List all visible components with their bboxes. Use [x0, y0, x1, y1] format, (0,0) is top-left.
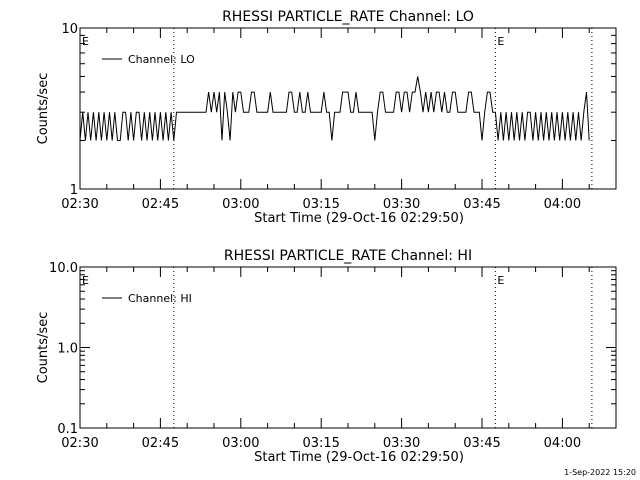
event-marker-label: E	[82, 35, 89, 48]
x-tick-label: 03:00	[222, 436, 259, 451]
x-tick-label: 03:45	[463, 436, 500, 451]
event-marker-label: E	[82, 274, 89, 287]
legend-label: Channel: HI	[128, 292, 192, 305]
lo-channel-panel: RHESSI PARTICLE_RATE Channel: LO 1 10 Count…	[36, 9, 617, 226]
x-tick-label: 03:30	[383, 197, 420, 212]
x-tick-label: 03:00	[222, 197, 259, 212]
y-axis-label: Counts/sec	[36, 73, 51, 145]
series-line	[79, 76, 590, 141]
y-tick-label: 10.0	[49, 261, 78, 276]
x-tick-label: 04:00	[544, 436, 581, 451]
x-tick-label: 02:45	[142, 197, 179, 212]
y-tick-label: 1.0	[57, 342, 78, 357]
x-tick-label: 03:45	[463, 197, 500, 212]
x-axis-label: Start Time (29-Oct-16 02:29:50)	[254, 450, 464, 465]
event-marker-label: E	[497, 35, 504, 48]
y-tick-label: 0.1	[57, 422, 78, 437]
x-tick-label: 04:00	[544, 197, 581, 212]
x-tick-label: 02:30	[61, 197, 98, 212]
y-axis-label: Counts/sec	[36, 312, 51, 384]
x-tick-label: 02:30	[61, 436, 98, 451]
x-axis-label: Start Time (29-Oct-16 02:29:50)	[254, 211, 464, 226]
x-tick-label: 03:15	[302, 197, 339, 212]
event-marker-label: E	[497, 274, 504, 287]
legend-label: Channel: LO	[128, 53, 195, 66]
y-tick-label: 1	[70, 183, 78, 198]
x-tick-label: 03:30	[383, 436, 420, 451]
y-tick-label: 10	[61, 22, 78, 37]
x-tick-label: 02:45	[142, 436, 179, 451]
chart-title: RHESSI PARTICLE_RATE Channel: HI	[224, 248, 472, 264]
chart-title: RHESSI PARTICLE_RATE Channel: LO	[222, 9, 474, 25]
x-tick-label: 03:15	[302, 436, 339, 451]
hi-channel-panel: RHESSI PARTICLE_RATE Channel: HI 0.1 1.0 10…	[36, 248, 617, 465]
plot-timestamp: 1-Sep-2022 15:20	[564, 468, 636, 477]
